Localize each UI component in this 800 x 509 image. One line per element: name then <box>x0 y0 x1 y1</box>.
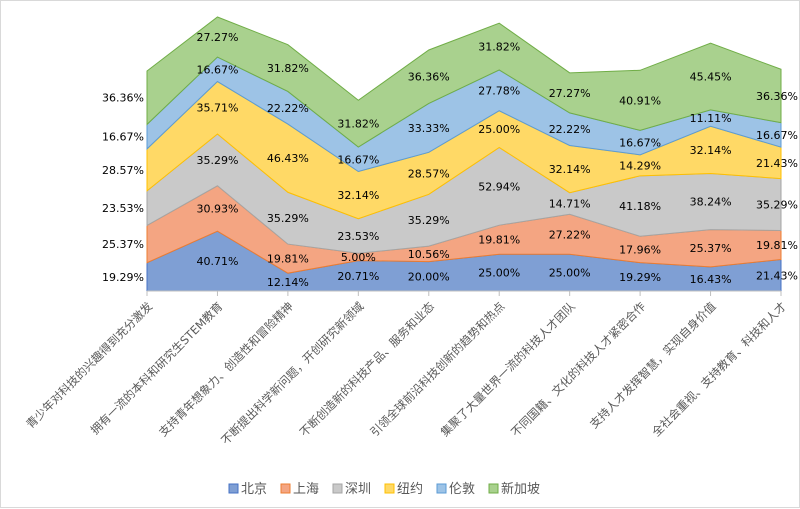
data-label-上海-1: 30.93% <box>196 203 238 216</box>
data-label-新加坡-6: 27.27% <box>549 87 591 100</box>
legend-label-伦敦: 伦敦 <box>449 481 475 497</box>
legend-label-纽约: 纽约 <box>397 482 423 497</box>
legend-swatch-伦敦 <box>436 483 447 494</box>
x-axis-labels: 青少年对科技的兴趣得到充分激发拥有一流的本科和研究生STEM教育支持青年想象力、… <box>23 299 789 447</box>
data-label-深圳-1: 35.29% <box>196 154 238 167</box>
data-label-北京-3: 20.71% <box>337 270 379 283</box>
data-label-上海-4: 10.56% <box>408 248 450 261</box>
data-label-伦敦-5: 27.78% <box>478 84 520 97</box>
data-label-新加坡-3: 31.82% <box>337 118 379 131</box>
data-label-北京-9: 21.43% <box>756 269 798 282</box>
data-label-新加坡-1: 27.27% <box>196 31 238 44</box>
data-label-深圳-3: 23.53% <box>337 230 379 243</box>
data-label-上海-7: 17.96% <box>619 243 661 256</box>
data-label-新加坡-2: 31.82% <box>267 62 309 75</box>
legend-label-北京: 北京 <box>241 482 267 497</box>
data-label-伦敦-7: 16.67% <box>619 137 661 150</box>
x-tick-label-9: 全社会重视、支持教育、科技和人才 <box>649 299 789 439</box>
data-label-伦敦-8: 11.11% <box>690 112 732 125</box>
data-label-伦敦-3: 16.67% <box>337 153 379 166</box>
data-label-上海-3: 5.00% <box>341 251 376 264</box>
legend-label-新加坡: 新加坡 <box>501 481 540 497</box>
x-tick-label-2: 支持青年想象力、创造性和冒险精神 <box>156 299 296 439</box>
data-label-新加坡-5: 31.82% <box>478 41 520 54</box>
x-tick-label-1: 拥有一流的本科和研究生STEM教育 <box>88 299 226 437</box>
data-label-北京-7: 19.29% <box>619 271 661 284</box>
legend-label-深圳: 深圳 <box>345 482 371 497</box>
data-label-纽约-2: 46.43% <box>267 152 309 165</box>
data-label-上海-0: 25.37% <box>102 238 144 251</box>
data-label-新加坡-7: 40.91% <box>619 94 661 107</box>
x-axis-tick-marks <box>146 291 782 296</box>
data-label-上海-6: 27.22% <box>549 228 591 241</box>
data-label-北京-0: 19.29% <box>102 271 144 284</box>
x-tick-label-8: 支持人才发挥智慧，实现自身价值 <box>587 299 719 431</box>
legend-label-上海: 上海 <box>293 482 319 497</box>
data-label-新加坡-8: 45.45% <box>690 71 732 84</box>
data-label-北京-5: 25.00% <box>478 267 520 280</box>
data-label-纽约-5: 25.00% <box>478 123 520 136</box>
area-新加坡 <box>146 16 782 148</box>
data-label-深圳-5: 52.94% <box>478 180 520 193</box>
legend-swatch-纽约 <box>384 483 395 494</box>
data-label-新加坡-4: 36.36% <box>408 71 450 84</box>
data-label-北京-8: 16.43% <box>690 273 732 286</box>
data-label-伦敦-6: 22.22% <box>549 123 591 136</box>
data-label-纽约-9: 21.43% <box>756 157 798 170</box>
data-label-北京-6: 25.00% <box>549 267 591 280</box>
data-label-伦敦-9: 16.67% <box>756 129 798 142</box>
x-tick-label-3: 不断提出科学新问题，开创研究新领域 <box>218 299 366 447</box>
data-label-纽约-7: 14.29% <box>619 159 661 172</box>
data-label-新加坡-0: 36.36% <box>102 92 144 105</box>
data-label-纽约-1: 35.71% <box>196 102 238 115</box>
data-label-新加坡-9: 36.36% <box>756 90 798 103</box>
legend: 北京 上海 深圳 纽约 伦敦 新加坡 <box>228 481 540 497</box>
data-label-北京-1: 40.71% <box>196 255 238 268</box>
area-layers <box>146 16 782 292</box>
data-label-深圳-8: 38.24% <box>690 196 732 209</box>
legend-swatch-北京 <box>228 483 239 494</box>
data-label-北京-4: 20.00% <box>408 270 450 283</box>
data-label-深圳-9: 35.29% <box>756 199 798 212</box>
data-label-深圳-7: 41.18% <box>619 200 661 213</box>
legend-swatch-深圳 <box>332 483 343 494</box>
data-label-纽约-4: 28.57% <box>408 167 450 180</box>
x-tick-label-5: 引领全球前沿科技创新的趋势和热点 <box>367 299 507 439</box>
data-label-伦敦-0: 16.67% <box>102 131 144 144</box>
x-tick-label-0: 青少年对科技的兴趣得到充分激发 <box>23 299 155 431</box>
data-label-伦敦-2: 22.22% <box>267 102 309 115</box>
data-label-上海-8: 25.37% <box>690 242 732 255</box>
legend-swatch-新加坡 <box>488 483 499 494</box>
data-label-上海-5: 19.81% <box>478 234 520 247</box>
data-label-深圳-4: 35.29% <box>408 214 450 227</box>
data-label-北京-2: 12.14% <box>267 276 309 289</box>
data-label-深圳-0: 23.53% <box>102 202 144 215</box>
data-label-纽约-3: 32.14% <box>337 189 379 202</box>
data-label-纽约-0: 28.57% <box>102 164 144 177</box>
data-label-纽约-8: 32.14% <box>690 144 732 157</box>
x-tick-label-4: 不断创造新的科技产品、服务和业态 <box>297 299 437 439</box>
data-label-伦敦-4: 33.33% <box>408 122 450 135</box>
data-label-纽约-6: 32.14% <box>549 163 591 176</box>
data-label-深圳-6: 14.71% <box>549 198 591 211</box>
data-label-上海-9: 19.81% <box>756 239 798 252</box>
data-label-深圳-2: 35.29% <box>267 212 309 225</box>
data-label-上海-2: 19.81% <box>267 253 309 266</box>
legend-swatch-上海 <box>280 483 291 494</box>
x-tick-label-6: 集聚了大量世界一流的科技人才团队 <box>438 299 578 439</box>
x-tick-label-7: 不同国籍、文化的科技人才紧密合作 <box>508 299 648 439</box>
data-labels: 19.29% 40.71% 12.14% 20.71% 20.00% 25.00% 25.0… <box>102 31 798 289</box>
data-label-伦敦-1: 16.67% <box>196 63 238 76</box>
